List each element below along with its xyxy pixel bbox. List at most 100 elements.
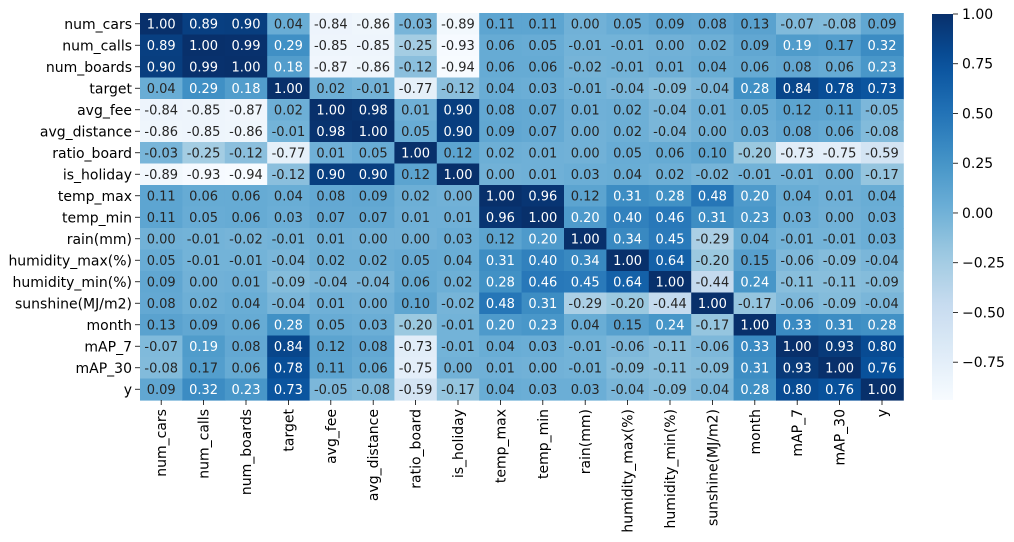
heatmap-cell — [776, 228, 819, 251]
x-tick-label-sunshine-mj-m2: sunshine(MJ/m2) — [705, 409, 721, 526]
cell-value-label: 0.98 — [316, 125, 345, 140]
cell-value-label: -0.12 — [399, 60, 433, 75]
cell-value-label: 0.08 — [783, 125, 812, 140]
cell-value-label: 0.28 — [486, 275, 515, 290]
heatmap-cell — [691, 142, 735, 165]
cell-value-label: 0.89 — [189, 17, 218, 32]
cell-value-label: -0.29 — [696, 232, 730, 247]
heatmap-cell — [140, 378, 183, 401]
heatmap-cell — [860, 335, 904, 358]
heatmap-cell — [818, 99, 862, 122]
heatmap-cell — [776, 314, 819, 337]
colorbar-tick-label: −0.50 — [962, 305, 1005, 321]
cell-value-label: 0.11 — [528, 17, 557, 32]
heatmap-cell — [691, 249, 735, 272]
heatmap-cell — [182, 185, 226, 208]
cell-value-label: 0.01 — [232, 275, 261, 290]
cell-value-label: 0.34 — [613, 232, 642, 247]
cell-value-label: 0.03 — [783, 211, 812, 226]
cell-value-label: 0.06 — [740, 60, 769, 75]
cell-value-label: -0.11 — [823, 275, 857, 290]
cell-value-label: 0.32 — [868, 39, 897, 54]
heatmap-cell — [733, 34, 777, 57]
heatmap-cell — [394, 99, 438, 122]
cell-value-label: 0.00 — [359, 232, 388, 247]
heatmap-cell — [776, 378, 819, 401]
heatmap-cell — [224, 206, 268, 229]
cell-value-label: -0.01 — [738, 168, 772, 183]
heatmap-cell — [521, 77, 565, 100]
cell-value-label: 0.05 — [613, 146, 642, 161]
cell-value-label: 0.04 — [486, 383, 515, 398]
heatmap-cell — [606, 335, 650, 358]
cell-value-label: -0.85 — [187, 103, 221, 118]
cell-value-label: -0.25 — [187, 146, 221, 161]
colorbar-tick-label: 1.00 — [962, 7, 993, 23]
heatmap-cell — [267, 292, 311, 315]
heatmap-cell — [521, 378, 565, 401]
heatmap-cell — [776, 292, 819, 315]
cell-value-label: -0.01 — [568, 340, 602, 355]
colorbar-gradient — [932, 14, 953, 400]
cell-value-label: 0.01 — [825, 189, 854, 204]
heatmap-cell — [606, 34, 650, 57]
cell-value-label: 0.29 — [189, 82, 218, 97]
cell-value-label: 0.19 — [783, 39, 812, 54]
heatmap-cell — [352, 292, 395, 315]
heatmap-cell — [564, 378, 607, 401]
cell-value-label: -0.86 — [144, 125, 178, 140]
heatmap-cell — [818, 271, 862, 294]
heatmap-cell — [394, 142, 438, 165]
heatmap-cell — [394, 34, 438, 57]
heatmap-cell — [564, 120, 607, 143]
cell-value-label: 0.12 — [783, 103, 812, 118]
y-tick-label-avg-fee: avg_fee — [77, 103, 132, 119]
cell-value-label: 0.02 — [359, 254, 388, 269]
heatmap-cell — [479, 99, 523, 122]
heatmap-cell — [352, 314, 395, 337]
heatmap-cell — [860, 228, 904, 251]
heatmap-cell — [564, 13, 607, 36]
heatmap-cell — [521, 185, 565, 208]
y-tick-label-month: month — [87, 318, 132, 334]
heatmap-cell — [309, 292, 353, 315]
heatmap-cell — [394, 292, 438, 315]
heatmap-cell — [394, 228, 438, 251]
heatmap-cell — [648, 13, 692, 36]
heatmap-cell — [224, 271, 268, 294]
cell-value-label: -0.07 — [780, 17, 814, 32]
cell-value-label: -0.06 — [780, 297, 814, 312]
cell-value-label: 0.06 — [825, 60, 854, 75]
cell-value-label: -0.73 — [399, 340, 433, 355]
cell-value-label: 0.28 — [274, 318, 303, 333]
cell-value-label: 0.17 — [825, 39, 854, 54]
cell-value-label: 0.46 — [528, 275, 557, 290]
heatmap-cell — [860, 142, 904, 165]
cell-value-label: 0.01 — [486, 361, 515, 376]
y-tick-label-map-30: mAP_30 — [76, 361, 132, 377]
cell-value-label: 0.90 — [316, 168, 345, 183]
cell-value-label: -0.09 — [823, 254, 857, 269]
cell-value-label: -0.09 — [696, 361, 730, 376]
cell-value-label: 0.02 — [444, 275, 473, 290]
heatmap-cell — [564, 228, 607, 251]
heatmap-cell — [436, 120, 480, 143]
cell-value-label: -0.01 — [187, 254, 221, 269]
heatmap-cell — [436, 378, 480, 401]
heatmap-cell — [818, 378, 862, 401]
y-tick-label-humidity-min: humidity_min(%) — [13, 275, 132, 291]
cell-value-label: 0.23 — [740, 211, 769, 226]
colorbar-tick-label: 0.75 — [962, 57, 993, 73]
heatmap-cell — [648, 206, 692, 229]
cell-value-label: -0.59 — [399, 383, 433, 398]
heatmap-cell — [691, 357, 735, 380]
cell-value-label: 0.00 — [401, 232, 430, 247]
cell-value-label: -0.09 — [823, 297, 857, 312]
cell-value-label: 0.01 — [528, 146, 557, 161]
cell-value-label: 1.00 — [444, 168, 473, 183]
heatmap-cell — [182, 314, 226, 337]
y-tick-label-ratio-board: ratio_board — [52, 146, 132, 162]
heatmap-cell — [521, 228, 565, 251]
cell-value-label: 0.34 — [571, 254, 600, 269]
